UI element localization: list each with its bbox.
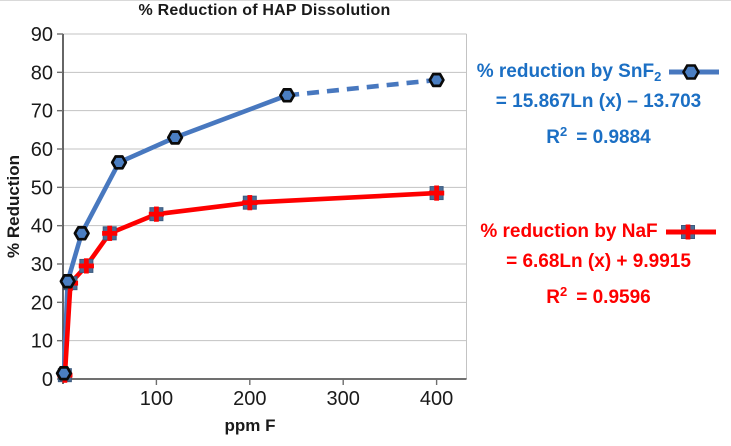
naf-legend-marker-icon xyxy=(665,224,716,240)
naf-marker-cross xyxy=(429,190,445,196)
legend-snf2-equation: = 15.867Ln (x) – 13.703 xyxy=(495,91,702,112)
snf2-dashed-line xyxy=(286,77,437,98)
snf2-marker xyxy=(428,72,445,88)
legend-naf-r2: R2 = 0.9596 xyxy=(546,284,651,308)
x-tick-label: 200 xyxy=(233,388,266,410)
naf-marker-cross xyxy=(78,263,94,269)
y-tick-label: 70 xyxy=(31,101,53,123)
legend-naf: % reduction by NaF = 6.68Ln (x) + 9.9915… xyxy=(466,217,731,313)
x-tick-label: 300 xyxy=(327,388,360,410)
naf-marker-cross xyxy=(102,230,118,236)
snf2-legend-marker-icon xyxy=(669,64,720,80)
y-tick-label: 80 xyxy=(31,62,53,84)
snf2-subscript: 2 xyxy=(654,68,662,84)
naf-line xyxy=(62,190,439,378)
snf2-marker xyxy=(279,88,296,103)
snf2-marker xyxy=(59,274,76,289)
legend-naf-equation: = 6.68Ln (x) + 9.9915 xyxy=(506,251,691,272)
legend-snf2-r2: R2 = 0.9884 xyxy=(546,124,651,148)
snf2-marker xyxy=(73,226,90,241)
x-tick-label: 100 xyxy=(140,388,173,410)
chart-title: % Reduction of HAP Dissolution xyxy=(138,2,391,19)
y-tick-label: 0 xyxy=(42,369,53,391)
x-tick-label: 400 xyxy=(420,388,453,410)
naf-marker-cross xyxy=(242,200,258,206)
legend-naf-label: % reduction by NaF xyxy=(480,221,658,242)
y-tick-label: 10 xyxy=(31,331,53,353)
y-tick-label: 50 xyxy=(31,177,53,199)
legend-snf2-label: % reduction by SnF2 xyxy=(476,60,662,84)
plot-area: 0 10 20 30 40 50 60 70 80 90 100 200 300 400 xyxy=(31,24,467,410)
y-tick-label: 60 xyxy=(31,139,53,161)
snf2-marker xyxy=(110,155,128,170)
snf2-line xyxy=(61,93,290,376)
legend-snf2-title-row: % reduction by SnF2 xyxy=(466,57,731,87)
snf2-marker xyxy=(55,366,73,381)
snf2-marker xyxy=(166,130,184,145)
naf-marker-cross xyxy=(148,211,165,217)
legend-snf2: % reduction by SnF2 = 15.867Ln (x) – 13.… xyxy=(466,57,731,153)
y-tick-label: 90 xyxy=(31,24,53,46)
legend-naf-title-row: % reduction by NaF xyxy=(466,217,731,247)
y-tick-label: 20 xyxy=(31,292,53,314)
y-tick-label: 30 xyxy=(31,254,53,276)
x-axis-label: ppm F xyxy=(224,416,276,435)
y-tick-label: 40 xyxy=(31,216,53,238)
